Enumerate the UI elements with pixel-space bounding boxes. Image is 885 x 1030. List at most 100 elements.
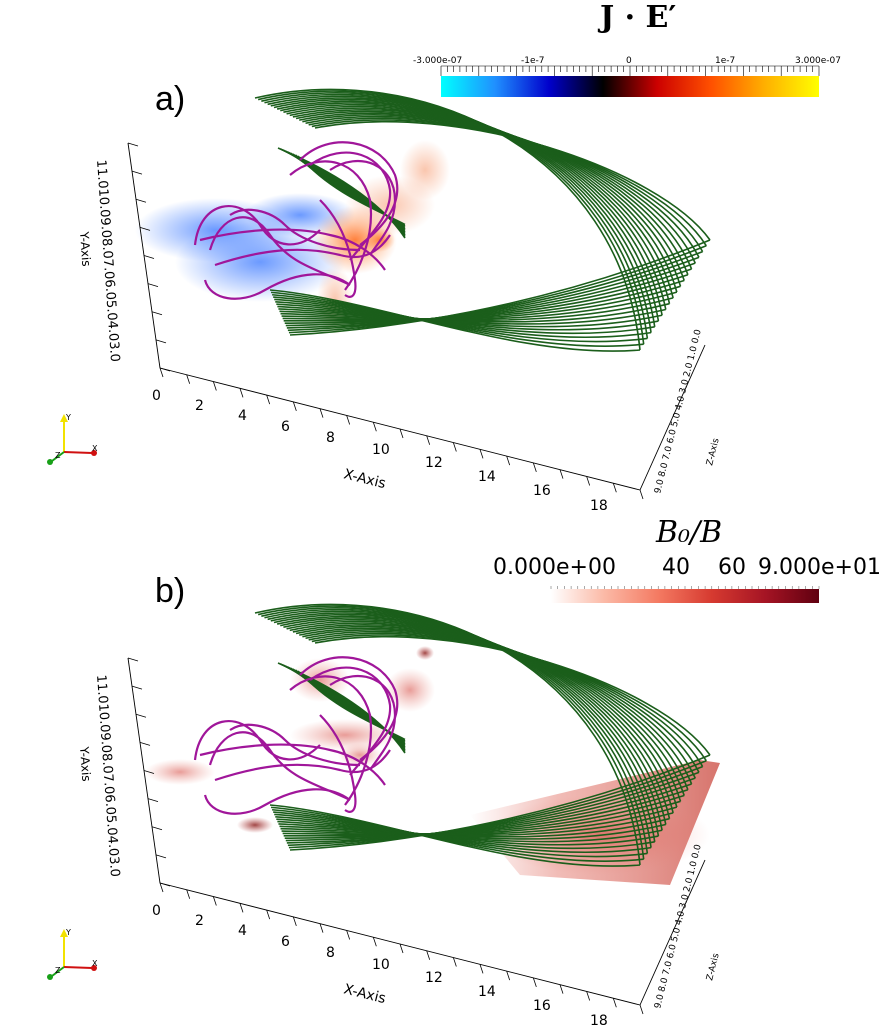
field-line xyxy=(229,208,361,252)
panel-b: b) B₀/B 0.000e+00 40 60 9.000e+01 xyxy=(0,515,885,1030)
z-axis-title: Z-Axis xyxy=(705,952,721,982)
volume-blob-positive xyxy=(400,140,450,200)
x-tick-label: 16 xyxy=(533,483,551,499)
field-line xyxy=(272,808,648,858)
field-line xyxy=(203,788,351,815)
x-tick xyxy=(532,462,537,473)
field-line xyxy=(278,817,670,838)
colorbar-title: J · E′ xyxy=(600,0,677,35)
x-tick-label: 6 xyxy=(281,934,290,950)
x-tick-label: 14 xyxy=(478,469,496,485)
field-line xyxy=(270,806,644,863)
field-line xyxy=(277,305,666,325)
x-axis-title: X-Axis xyxy=(342,981,387,1007)
z-axis-line xyxy=(639,859,706,1006)
field-line xyxy=(269,289,641,352)
volume-blob xyxy=(290,719,400,751)
field-line xyxy=(275,301,659,331)
field-line xyxy=(319,714,357,813)
orientation-axes: Y X Z xyxy=(47,928,98,980)
z-axis-line xyxy=(639,344,706,491)
field-line xyxy=(208,216,351,286)
x-tick xyxy=(479,449,484,459)
field-line xyxy=(278,302,670,323)
field-line xyxy=(274,813,655,850)
colorbar-tick: 0.000e+00 xyxy=(493,555,616,580)
x-tick-label: 18 xyxy=(590,498,608,514)
x-tick xyxy=(452,957,457,967)
x-tick-label: 8 xyxy=(326,430,335,446)
x-tick xyxy=(639,489,644,500)
y-tick xyxy=(139,741,151,746)
x-tick xyxy=(452,442,457,452)
x-tick-label: 0 xyxy=(152,903,161,919)
colorbar-tick: 0 xyxy=(626,56,632,66)
x-tick-label: 14 xyxy=(478,984,496,1000)
colorbar-tick: 1e-7 xyxy=(715,56,736,66)
closed-field-lines xyxy=(193,656,399,815)
field-line xyxy=(273,811,652,854)
field-line xyxy=(275,816,659,846)
field-line xyxy=(314,635,711,756)
y-tick xyxy=(143,255,155,259)
y-tick xyxy=(159,882,171,887)
x-tick xyxy=(159,367,164,378)
x-tick xyxy=(159,882,164,893)
volume-blob xyxy=(237,817,273,833)
field-line xyxy=(289,160,373,291)
colorbar-tick: 3.000e-07 xyxy=(795,56,842,66)
field-line xyxy=(289,622,682,802)
x-tick xyxy=(639,1004,644,1015)
x-tick-label: 10 xyxy=(372,442,390,458)
x-tick xyxy=(559,469,564,479)
x-tick xyxy=(612,483,617,493)
field-line xyxy=(208,731,351,801)
scene-3d: 0 2 4 6 8 10 12 14 16 18 X-Axis 11.010.0… xyxy=(47,586,820,1029)
x-tick xyxy=(372,422,377,432)
x-tick xyxy=(266,909,271,920)
x-tick-label: 12 xyxy=(425,455,443,471)
x-tick-label: 0 xyxy=(152,388,161,404)
y-tick xyxy=(151,826,163,831)
field-line xyxy=(299,141,399,246)
x-tick xyxy=(346,930,351,940)
colorbar-tick: -3.000e-07 xyxy=(413,56,463,66)
x-tick xyxy=(266,394,271,405)
x-tick-label: 2 xyxy=(195,913,204,929)
field-line xyxy=(329,675,397,771)
colorbar-minor-ticks xyxy=(550,586,820,589)
x-tick xyxy=(212,381,217,391)
field-line xyxy=(289,754,711,851)
y-axis-title: Y-Axis xyxy=(77,230,93,267)
field-line xyxy=(276,303,663,328)
x-tick xyxy=(346,415,351,425)
x-tick xyxy=(506,455,511,466)
orientation-z-label: Z xyxy=(55,966,61,975)
volume-blob xyxy=(145,759,215,785)
y-axis-ticks xyxy=(127,142,171,372)
orientation-x-label: X xyxy=(92,959,98,968)
closed-field-lines xyxy=(193,141,399,300)
x-tick xyxy=(372,937,377,947)
field-line xyxy=(299,656,399,761)
colorbar-tick: 40 xyxy=(662,555,690,580)
y-tick xyxy=(131,685,143,690)
field-line xyxy=(274,298,655,335)
field-line xyxy=(229,723,361,767)
z-axis-title: Z-Axis xyxy=(705,437,721,467)
field-line xyxy=(269,804,641,867)
x-tick xyxy=(319,408,324,418)
open-field-lines xyxy=(254,603,711,867)
x-tick-label: 12 xyxy=(425,970,443,986)
colorbar-bar xyxy=(441,76,819,97)
x-tick xyxy=(239,903,244,913)
y-tick-labels: 11.010.09.08.07.06.05.04.03.0 xyxy=(93,674,122,877)
colorbar-tick: 60 xyxy=(718,555,746,580)
y-tick xyxy=(159,367,171,372)
y-tick xyxy=(135,713,147,718)
field-line xyxy=(276,818,663,843)
x-tick xyxy=(292,916,297,927)
field-line xyxy=(203,273,351,300)
x-tick xyxy=(612,998,617,1008)
field-line xyxy=(273,296,652,339)
